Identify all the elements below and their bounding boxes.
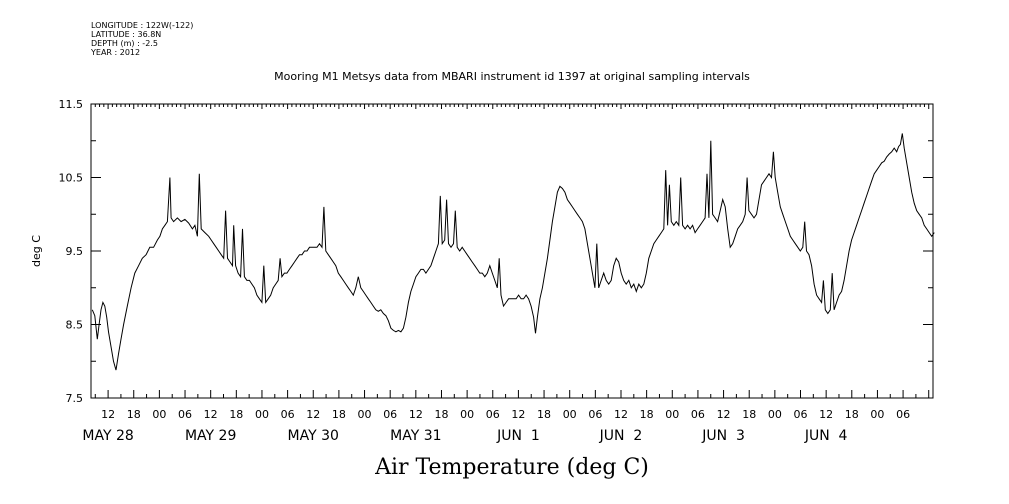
x-date-label: JUN 3 <box>701 428 745 444</box>
x-tick-label: 12 <box>204 408 218 421</box>
x-date-label: MAY 28 <box>82 428 133 444</box>
series-line <box>91 133 935 371</box>
longitude-label: LONGITUDE : 122W(-122) <box>91 21 194 30</box>
x-tick-label: 00 <box>665 408 679 421</box>
x-tick-label: 06 <box>383 408 397 421</box>
y-tick-label: 10.5 <box>59 172 84 185</box>
x-tick-label: 18 <box>434 408 448 421</box>
x-tick-label: 18 <box>332 408 346 421</box>
y-axis: 11.5 10.5 9.5 8.5 7.5 <box>59 98 933 405</box>
y-tick-label: 9.5 <box>66 245 84 258</box>
x-tick-label: 06 <box>486 408 500 421</box>
latitude-label: LATITUDE : 36.8N <box>91 30 162 39</box>
metadata-block: LONGITUDE : 122W(-122) LATITUDE : 36.8N … <box>91 21 193 57</box>
x-tick-label: 12 <box>409 408 423 421</box>
x-tick-label: 12 <box>614 408 628 421</box>
x-tick-label: 12 <box>511 408 525 421</box>
x-tick-label: 12 <box>819 408 833 421</box>
x-tick-label: 18 <box>127 408 141 421</box>
x-tick-label: 06 <box>794 408 808 421</box>
x-tick-label: 00 <box>460 408 474 421</box>
x-tick-label: 00 <box>358 408 372 421</box>
x-date-label: MAY 29 <box>185 428 236 444</box>
y-tick-label: 8.5 <box>66 319 84 332</box>
x-tick-label: 00 <box>255 408 269 421</box>
x-tick-label: 06 <box>281 408 295 421</box>
x-tick-label: 06 <box>896 408 910 421</box>
x-date-label: JUN 4 <box>804 428 848 444</box>
x-tick-label: 00 <box>152 408 166 421</box>
x-tick-label: 18 <box>845 408 859 421</box>
x-tick-label: 00 <box>768 408 782 421</box>
x-tick-label: 12 <box>306 408 320 421</box>
y-tick-label: 7.5 <box>66 392 84 405</box>
x-axis-label: Air Temperature (deg C) <box>374 455 649 480</box>
x-axis: 12 18 00 06 12 18 00 06 12 18 00 06 12 18 00 06 12 18 00 06… <box>82 104 934 444</box>
x-date-label: MAY 30 <box>288 428 339 444</box>
y-axis-label: deg C <box>30 235 43 267</box>
x-tick-label: 18 <box>640 408 654 421</box>
chart-title: Mooring M1 Metsys data from MBARI instru… <box>274 70 750 83</box>
depth-label: DEPTH (m) : -2.5 <box>91 39 158 48</box>
x-tick-label: 06 <box>691 408 705 421</box>
year-label: YEAR : 2012 <box>91 48 141 57</box>
x-date-label: JUN 2 <box>599 428 643 444</box>
x-tick-label: 18 <box>229 408 243 421</box>
x-tick-label: 06 <box>178 408 192 421</box>
x-tick-label: 18 <box>537 408 551 421</box>
x-date-label: MAY 31 <box>390 428 441 444</box>
x-tick-label: 00 <box>870 408 884 421</box>
x-tick-label: 00 <box>563 408 577 421</box>
x-date-label: JUN 1 <box>496 428 540 444</box>
x-tick-label: 12 <box>717 408 731 421</box>
x-tick-label: 12 <box>101 408 115 421</box>
x-tick-label: 06 <box>588 408 602 421</box>
x-tick-label: 18 <box>742 408 756 421</box>
y-tick-label: 11.5 <box>59 98 84 111</box>
